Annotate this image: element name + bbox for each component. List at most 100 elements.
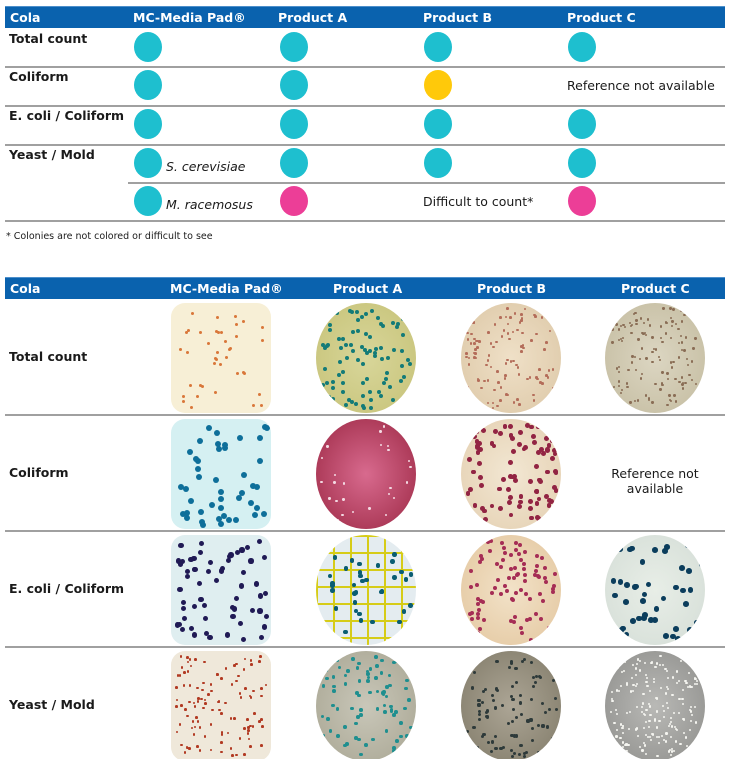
colony-dot — [684, 541, 691, 548]
colony-dot — [622, 731, 625, 735]
colony-dot — [611, 700, 614, 703]
colony-dot — [221, 445, 228, 452]
colony-dot — [247, 728, 250, 732]
colony-dot — [478, 339, 481, 343]
colony-dot — [467, 611, 472, 616]
colony-dot — [357, 561, 362, 567]
colony-dot — [540, 598, 545, 603]
colony-dot — [328, 729, 333, 734]
colony-dot — [260, 339, 264, 343]
colony-dot — [517, 752, 521, 757]
colony-dot — [656, 754, 659, 758]
colony-dot — [681, 382, 685, 385]
colony-dot — [694, 382, 697, 385]
colony-dot — [510, 436, 515, 442]
colony-dot — [663, 709, 666, 712]
colony-dot — [639, 559, 646, 565]
colony-dot — [519, 631, 524, 636]
colony-dot — [343, 566, 349, 571]
colony-dot — [670, 366, 674, 369]
colony-dot — [496, 370, 499, 373]
colony-dot — [390, 559, 396, 564]
colony-dot — [622, 746, 625, 749]
colony-dot — [248, 558, 254, 564]
colony-dot — [621, 336, 624, 340]
colony-dot — [465, 490, 471, 496]
colony-dot — [681, 387, 685, 390]
row-label: Yeast / Mold — [9, 147, 95, 162]
colony-dot — [652, 680, 656, 684]
colony-dot — [545, 374, 548, 377]
colony-dot — [611, 328, 614, 331]
colony-dot — [245, 545, 251, 551]
colony-dot — [188, 625, 194, 631]
colony-dot — [543, 576, 548, 581]
colony-dot — [642, 332, 645, 336]
colony-dot — [406, 739, 410, 744]
colony-dot — [322, 322, 327, 327]
colony-dot — [326, 445, 329, 448]
colony-dot — [647, 617, 654, 623]
colony-dot — [477, 308, 480, 311]
colony-dot — [694, 745, 697, 748]
colony-dot — [551, 386, 555, 390]
colony-dot — [505, 589, 510, 594]
colony-dot — [335, 310, 340, 315]
colony-dot — [177, 561, 183, 567]
colony-dot — [483, 379, 486, 383]
colony-dot — [516, 366, 520, 369]
colony-dot — [655, 662, 658, 665]
colony-dot — [662, 307, 665, 310]
colony-dot — [541, 702, 545, 706]
reference-not-available: Reference not available — [611, 466, 699, 496]
colony-dot — [680, 587, 686, 594]
rating-bad-icon — [280, 186, 308, 216]
colony-dot — [482, 733, 486, 737]
colony-dot — [610, 698, 613, 701]
colony-dot — [648, 719, 651, 723]
colony-dot — [687, 672, 690, 675]
colony-dot — [474, 429, 480, 435]
colony-dot — [204, 702, 207, 705]
colony-dot — [675, 636, 681, 642]
colony-dot — [647, 397, 651, 400]
colony-dot — [357, 611, 363, 617]
colony-dot — [185, 351, 189, 355]
header-mc-media-pad: MC-Media Pad® — [170, 281, 283, 296]
colony-dot — [392, 552, 398, 557]
colony-dot — [200, 697, 203, 701]
colony-dot — [466, 508, 472, 514]
colony-dot — [407, 362, 412, 367]
colony-dot — [340, 336, 345, 341]
colony-dot — [649, 714, 652, 717]
colony-dot — [669, 361, 673, 364]
colony-dot — [384, 513, 388, 517]
colony-dot — [365, 669, 370, 674]
colony-dot — [644, 721, 648, 724]
colony-dot — [359, 314, 364, 319]
colony-dot — [337, 665, 342, 670]
colony-dot — [469, 585, 474, 590]
colony-dot — [508, 433, 514, 439]
colony-dot — [643, 726, 646, 729]
colony-dot — [617, 365, 620, 369]
colony-dot — [336, 337, 341, 342]
colony-dot — [522, 346, 525, 350]
header-product-b: Product B — [423, 10, 493, 25]
colony-dot — [328, 541, 333, 546]
colony-dot — [499, 540, 504, 545]
colony-dot — [331, 386, 336, 391]
colony-dot — [382, 425, 386, 428]
colony-dot — [510, 719, 514, 724]
colony-dot — [381, 380, 386, 385]
colony-dot — [212, 362, 216, 366]
colony-dot — [491, 406, 495, 410]
colony-dot — [552, 451, 558, 457]
colony-dot — [261, 724, 264, 728]
colony-dot — [642, 712, 645, 716]
colony-dot — [509, 596, 514, 601]
colony-dot — [508, 337, 512, 341]
colony-dot — [197, 697, 200, 701]
colony-dot — [340, 369, 345, 374]
colony-dot — [179, 655, 183, 658]
